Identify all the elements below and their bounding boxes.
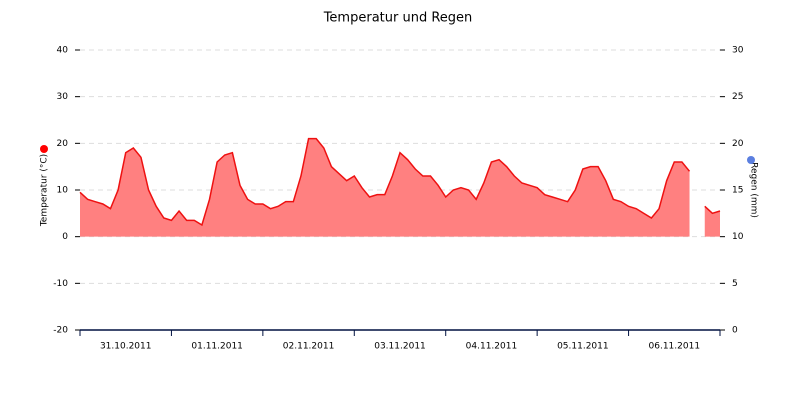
y-tick-label: 40 bbox=[57, 46, 69, 56]
y2-tick-label: 25 bbox=[732, 92, 743, 102]
x-tick-label: 01.11.2011 bbox=[191, 342, 243, 352]
y2-tick-label: 15 bbox=[732, 186, 743, 196]
y2-tick-label: 10 bbox=[732, 232, 744, 242]
line bbox=[79, 137, 721, 227]
y-legend-dot bbox=[40, 145, 48, 153]
y-tick-label: 30 bbox=[57, 92, 69, 102]
y2-axis-label: Regen (mm) bbox=[749, 162, 759, 218]
area bbox=[80, 138, 690, 237]
y2-tick-label: 0 bbox=[732, 326, 738, 336]
y-tick-label: 20 bbox=[57, 139, 69, 149]
chart-title: Temperatur und Regen bbox=[323, 11, 473, 26]
y2-tick-label: 20 bbox=[732, 139, 744, 149]
x-tick-label: 05.11.2011 bbox=[557, 342, 609, 352]
y2-legend-dot bbox=[747, 156, 755, 164]
y2-tick-label: 30 bbox=[732, 46, 744, 56]
x-tick-label: 04.11.2011 bbox=[466, 342, 518, 352]
y-tick-label: 0 bbox=[62, 232, 68, 242]
y-axis-label: Temperatur (°C) bbox=[40, 154, 50, 227]
y-tick-label: 10 bbox=[57, 186, 69, 196]
x-tick-label: 31.10.2011 bbox=[100, 342, 152, 352]
x-tick-label: 03.11.2011 bbox=[374, 342, 426, 352]
y2-tick-label: 5 bbox=[732, 279, 738, 289]
x-tick-label: 02.11.2011 bbox=[283, 342, 335, 352]
area bbox=[704, 206, 720, 237]
y-tick-label: -20 bbox=[53, 326, 68, 336]
x-tick-label: 06.11.2011 bbox=[649, 342, 701, 352]
y-tick-label: -10 bbox=[53, 279, 68, 289]
